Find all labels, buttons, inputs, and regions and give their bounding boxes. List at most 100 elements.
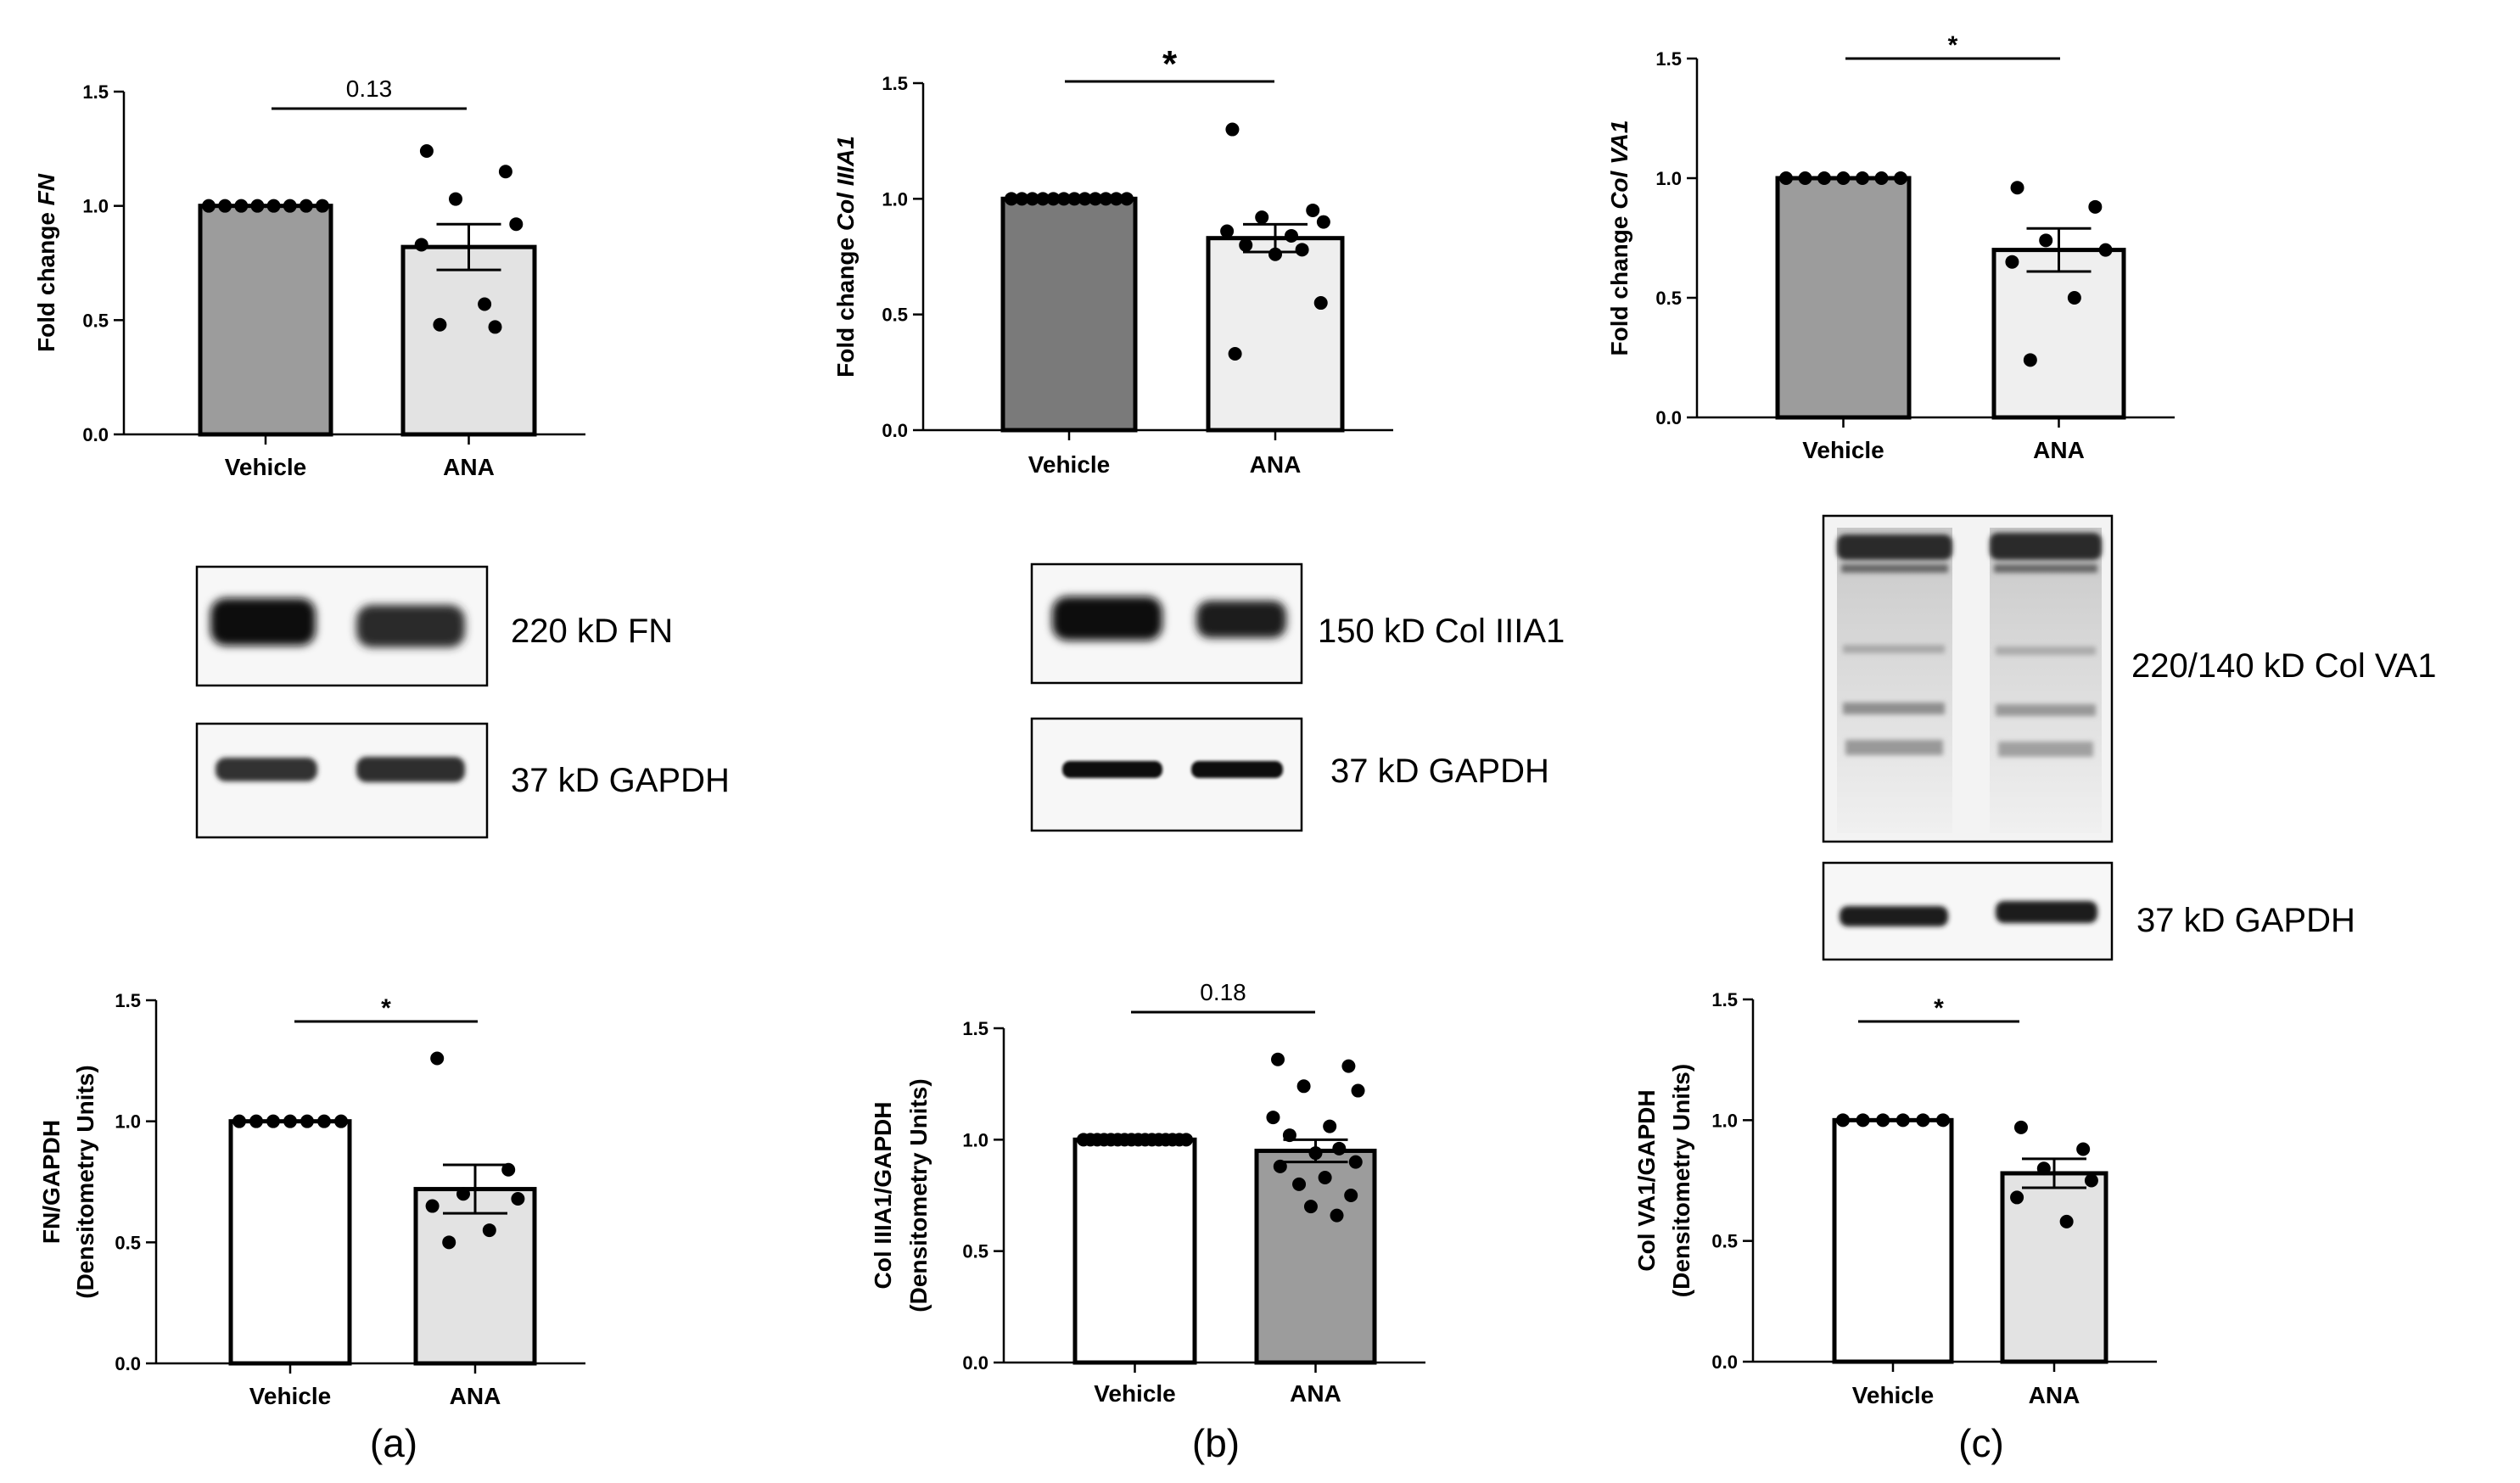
blot-band [1840,906,1948,926]
blot-band [1843,702,1945,714]
data-point [1268,247,1282,261]
blot-lane-smear [1837,528,1952,833]
data-point [1779,171,1793,185]
y-axis-label: Fold change Col VA1 [1606,120,1632,356]
blot-band [216,758,317,781]
blot-col3-target-label: 150 kD Col IIIA1 [1318,613,1565,650]
y-tick-label: 0.0 [1655,407,1682,428]
x-tick-label: ANA [1290,1380,1341,1407]
y-tick-label: 1.0 [962,1129,988,1150]
bar-ana [1254,1148,1377,1365]
data-point [1856,1113,1870,1128]
y-tick-label: 1.5 [882,73,908,94]
x-tick-label: Vehicle [1852,1382,1935,1408]
data-point [1332,1141,1347,1156]
y-tick-label: 1.0 [1711,1110,1738,1131]
data-point [1220,224,1235,238]
data-point [1856,171,1869,185]
data-point [482,1223,496,1238]
data-point [2010,1190,2024,1205]
significance-label: * [381,994,391,1022]
y-axis-label: FN/GAPDH [38,1120,64,1244]
data-point [419,144,434,159]
blot-col5-lanes [1837,528,2102,833]
data-point [498,165,512,179]
data-point [2084,1173,2098,1188]
data-point [2005,255,2019,269]
data-point [1896,1113,1910,1128]
y-tick-label: 0.5 [82,310,109,331]
y-axis-label: Col VA1/GAPDH [1633,1089,1660,1271]
blot-band [1998,742,2093,757]
chart-col3-mrna: 0.0 0.5 1.0 1.5 Vehicle ANA * Fold change Col I… [832,43,1393,478]
data-point [430,1051,445,1066]
chart-col5-mrna: 0.0 0.5 1.0 1.5 Vehicle ANA * Fold change Col V… [1606,31,2175,463]
data-point [1836,1113,1850,1128]
significance-label: * [1162,43,1178,85]
data-point [1179,1133,1193,1147]
data-point [2013,1120,2028,1134]
data-point [1313,296,1328,311]
data-point [1817,171,1831,185]
blot-band [210,598,316,646]
data-point [433,317,447,332]
panel-letter-c: (c) [1958,1421,2004,1465]
data-point [250,199,265,213]
chart-col5-protein: 0.0 0.5 1.0 1.5 Vehicle ANA * Col VA1/GAPDH (Den… [1633,989,2157,1408]
blot-fn: 220 kD FN 37 kD GAPDH [195,565,730,839]
blot-band [1841,564,1948,573]
blot-fn-gapdh-label: 37 kD GAPDH [511,762,730,799]
data-point [1271,1052,1285,1066]
y-tick-label: 0.5 [882,305,908,326]
data-point [1120,192,1134,206]
data-point [316,199,329,213]
blot-band [1837,534,1952,560]
y-tick-label: 0.0 [82,424,109,445]
data-point [1273,1159,1287,1173]
blot-col3-gapdh-bands [1062,761,1283,778]
data-point [1344,1189,1358,1202]
y-tick-label: 0.5 [1655,288,1682,309]
blot-fn-gapdh-bands [216,757,465,782]
blot-band [1845,740,1943,755]
y-axis-label: Fold change Col IIIA1 [832,136,859,378]
data-point [1255,210,1269,225]
blot-band [1996,901,2097,923]
data-point [300,1114,314,1128]
data-point [2076,1142,2091,1156]
x-tick-label: ANA [1250,451,1302,478]
x-tick-label: Vehicle [1802,437,1884,463]
data-point [2059,1214,2074,1228]
blot-col3: 150 kD Col IIIA1 37 kD GAPDH [1030,562,1565,832]
data-point [449,192,462,206]
significance-label: 0.18 [1200,979,1246,1005]
bar-vehicle [198,204,333,437]
y-tick-label: 1.0 [115,1111,141,1133]
data-point [1292,1177,1307,1191]
y-axis-label-line2: (Densitometry Units) [905,1078,932,1312]
data-point [334,1114,348,1128]
data-point [1067,192,1082,206]
x-tick-label: ANA [450,1383,501,1409]
y-tick-label: 1.5 [115,990,141,1011]
y-tick-label: 1.5 [962,1018,988,1039]
data-point [283,1114,297,1128]
data-point [232,1114,246,1128]
chart-fn-mrna: 0.0 0.5 1.0 1.5 Vehicle ANA 0.13 Fold change FN [33,76,585,480]
data-point [1351,1083,1365,1098]
significance-label: * [1934,994,1944,1022]
data-point [266,199,281,213]
blot-lane-smear [1990,528,2102,833]
data-point [2023,353,2037,367]
blot-col3-target-bands [1052,596,1286,641]
data-point [1036,192,1050,206]
y-axis-label-text: Col VA1/GAPDH [1633,1089,1660,1271]
data-point [1323,1119,1337,1133]
data-point [1303,1200,1318,1214]
y-tick-label: 1.0 [1655,168,1682,189]
data-point [1025,192,1039,206]
blot-col5-target-label: 220/140 kD Col VA1 [2131,647,2436,685]
blot-band [1996,646,2096,655]
data-point [1015,192,1029,206]
